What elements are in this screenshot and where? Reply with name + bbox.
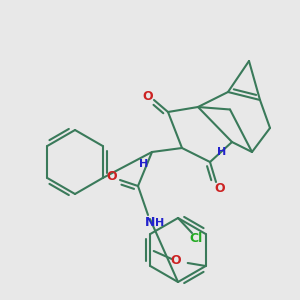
Text: H: H: [140, 159, 148, 169]
Text: O: O: [143, 89, 153, 103]
Text: N: N: [145, 217, 155, 230]
Text: H: H: [155, 218, 165, 228]
Text: O: O: [107, 169, 117, 182]
Text: H: H: [218, 147, 226, 157]
Text: O: O: [215, 182, 225, 194]
Text: O: O: [170, 254, 181, 268]
Text: Cl: Cl: [189, 232, 203, 244]
